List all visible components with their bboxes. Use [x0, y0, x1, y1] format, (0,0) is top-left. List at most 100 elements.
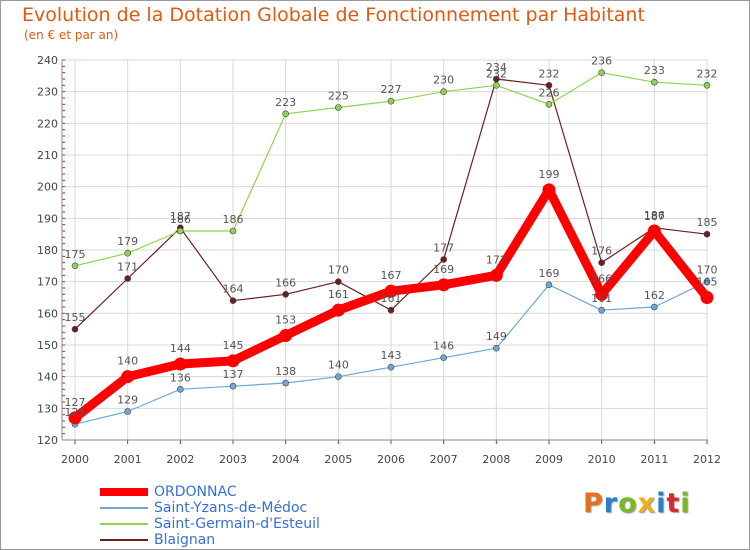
- data-point-saint-yzans-de-m-doc: [598, 306, 605, 314]
- data-point-saint-germain-d-esteuil: [124, 249, 131, 257]
- data-point-blaignan: [545, 82, 553, 89]
- data-point-saint-yzans-de-m-doc: [493, 344, 500, 352]
- data-point-saint-yzans-de-m-doc: [335, 373, 342, 380]
- data-point-blaignan: [229, 297, 237, 304]
- data-label-blaignan: 185: [697, 216, 718, 229]
- data-label-saint-germain-d-esteuil: 223: [275, 96, 296, 109]
- data-point-ordonnac: [437, 278, 451, 292]
- legend-swatch: [100, 539, 148, 541]
- data-label-saint-yzans-de-m-doc: 170: [697, 264, 718, 277]
- series-lines: [68, 69, 714, 428]
- data-label-ordonnac: 167: [381, 269, 402, 282]
- chart-title: Evolution de la Dotation Globale de Fonc…: [22, 4, 645, 26]
- data-label-saint-germain-d-esteuil: 232: [697, 67, 718, 80]
- x-tick-label: 2007: [430, 453, 458, 466]
- legend-label: Blaignan: [154, 532, 216, 548]
- data-label-blaignan: 166: [275, 276, 296, 289]
- data-point-saint-yzans-de-m-doc: [651, 303, 658, 311]
- data-label-saint-yzans-de-m-doc: 138: [275, 365, 296, 378]
- data-label-ordonnac: 172: [486, 253, 507, 266]
- legend-swatch: [100, 523, 148, 525]
- data-label-ordonnac: 166: [591, 272, 612, 285]
- data-point-blaignan: [440, 256, 447, 263]
- data-label-saint-yzans-de-m-doc: 169: [539, 267, 560, 280]
- data-point-blaignan: [493, 75, 500, 83]
- data-label-ordonnac: 199: [539, 168, 560, 181]
- data-label-blaignan: 177: [433, 242, 454, 255]
- legend: ORDONNAC Saint-Yzans-de-Médoc Saint-Germai…: [100, 484, 320, 548]
- data-point-saint-yzans-de-m-doc: [387, 363, 395, 371]
- data-label-ordonnac: 127: [65, 396, 86, 409]
- data-point-ordonnac: [700, 291, 714, 304]
- data-label-saint-yzans-de-m-doc: 143: [381, 349, 402, 362]
- y-tick-label: 240: [37, 54, 58, 67]
- legend-swatch: [100, 507, 148, 509]
- data-point-ordonnac: [331, 303, 345, 317]
- legend-swatch: [100, 488, 148, 496]
- x-tick-label: 2003: [219, 453, 247, 466]
- data-label-saint-germain-d-esteuil: 232: [486, 67, 507, 80]
- data-label-saint-germain-d-esteuil: 225: [328, 90, 349, 103]
- data-point-saint-germain-d-esteuil: [335, 104, 342, 111]
- data-label-saint-germain-d-esteuil: 179: [117, 235, 138, 248]
- data-point-ordonnac: [489, 268, 503, 282]
- legend-item-ordonnac: ORDONNAC: [100, 484, 320, 500]
- data-label-blaignan: 176: [591, 245, 612, 258]
- data-label-saint-yzans-de-m-doc: 129: [117, 394, 138, 407]
- proxiti-logo: Proxiti: [583, 488, 691, 519]
- x-tick-label: 2005: [324, 453, 352, 466]
- y-tick-label: 210: [37, 149, 58, 162]
- y-tick-label: 180: [37, 244, 58, 257]
- data-label-ordonnac: 145: [223, 339, 244, 352]
- data-label-ordonnac: 144: [170, 342, 191, 355]
- data-point-ordonnac: [68, 411, 82, 425]
- chart-subtitle: (en € et par an): [24, 28, 119, 42]
- data-label-saint-yzans-de-m-doc: 149: [486, 330, 507, 343]
- y-tick-label: 120: [37, 434, 58, 447]
- y-tick-label: 230: [37, 86, 58, 99]
- x-tick-label: 2006: [377, 453, 405, 466]
- x-tick-label: 2008: [482, 453, 510, 466]
- data-label-saint-yzans-de-m-doc: 140: [328, 359, 349, 372]
- data-point-saint-germain-d-esteuil: [229, 227, 237, 235]
- data-label-saint-germain-d-esteuil: 233: [644, 64, 665, 77]
- data-point-saint-yzans-de-m-doc: [545, 281, 553, 289]
- y-tick-label: 190: [37, 212, 58, 225]
- data-label-blaignan: 171: [117, 261, 138, 274]
- data-point-saint-germain-d-esteuil: [282, 110, 289, 118]
- data-label-ordonnac: 153: [275, 314, 296, 327]
- data-label-saint-germain-d-esteuil: 227: [381, 83, 402, 96]
- axes: 120 130 140 150 160 170 180 190 200 210 220 230 240 2…: [37, 54, 721, 466]
- data-point-ordonnac: [384, 284, 398, 298]
- data-label-saint-yzans-de-m-doc: 146: [433, 340, 454, 353]
- data-label-blaignan: 234: [486, 61, 507, 74]
- data-label-ordonnac: 169: [433, 263, 454, 276]
- data-point-saint-germain-d-esteuil: [71, 262, 79, 270]
- data-point-ordonnac: [542, 183, 556, 197]
- data-point-saint-yzans-de-m-doc: [229, 382, 237, 390]
- data-label-blaignan: 187: [170, 210, 191, 223]
- grid: [62, 59, 708, 441]
- y-tick-label: 150: [37, 339, 58, 352]
- x-tick-label: 2009: [535, 453, 563, 466]
- data-label-blaignan: 155: [65, 311, 86, 324]
- data-label-ordonnac: 186: [644, 209, 665, 222]
- data-point-saint-germain-d-esteuil: [387, 97, 395, 105]
- data-label-ordonnac: 165: [697, 276, 718, 289]
- y-tick-label: 200: [37, 181, 58, 194]
- data-point-saint-germain-d-esteuil: [703, 82, 711, 89]
- y-tick-label: 170: [37, 276, 58, 289]
- data-label-blaignan: 232: [539, 67, 560, 80]
- x-tick-label: 2012: [693, 453, 721, 466]
- legend-item-blaignan: Blaignan: [100, 532, 320, 548]
- data-point-saint-germain-d-esteuil: [545, 101, 553, 108]
- data-point-blaignan: [703, 230, 711, 238]
- x-tick-label: 2000: [61, 453, 89, 466]
- y-tick-label: 140: [37, 371, 58, 384]
- data-point-ordonnac: [121, 370, 135, 384]
- x-tick-label: 2001: [114, 453, 142, 466]
- legend-item-saint-yzans-de-m-doc: Saint-Yzans-de-Médoc: [100, 500, 320, 516]
- data-label-ordonnac: 140: [117, 355, 138, 368]
